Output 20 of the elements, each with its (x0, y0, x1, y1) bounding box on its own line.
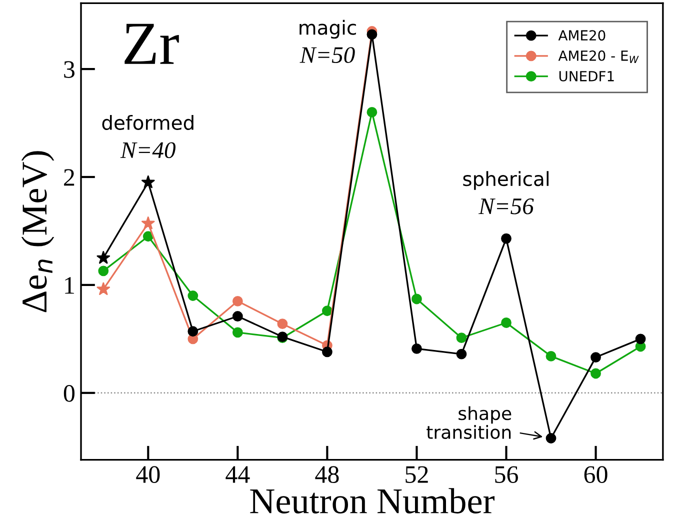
x-tick-label: 40 (136, 466, 160, 483)
x-tick-label: 48 (315, 466, 339, 483)
y-tick-label: 0 (64, 384, 74, 402)
y-axis-title: Δe$_{n}$ (MeV) (21, 151, 54, 312)
x-axis-title: Neutron Number (250, 488, 494, 514)
annotation: spherical N=56 (463, 171, 549, 214)
x-tick-label: 52 (406, 466, 428, 483)
annotation: deformed N=40 (102, 114, 194, 158)
legend-label: UNEDF1 (559, 71, 614, 82)
annotation: shape transition (426, 406, 512, 440)
x-tick-label: 60 (584, 466, 608, 483)
legend-label: AME20 (558, 30, 606, 41)
y-tick-label: 1 (65, 277, 74, 294)
y-tick-label: 3 (64, 61, 74, 78)
annotation: magic N=50 (300, 20, 356, 64)
y-tick-label: 2 (64, 169, 74, 186)
x-tick-label: 56 (495, 466, 518, 483)
legend-label: AME20 - E$_{W}$ (558, 50, 639, 63)
annotation: Zr (124, 24, 179, 64)
x-tick-label: 44 (226, 466, 250, 483)
